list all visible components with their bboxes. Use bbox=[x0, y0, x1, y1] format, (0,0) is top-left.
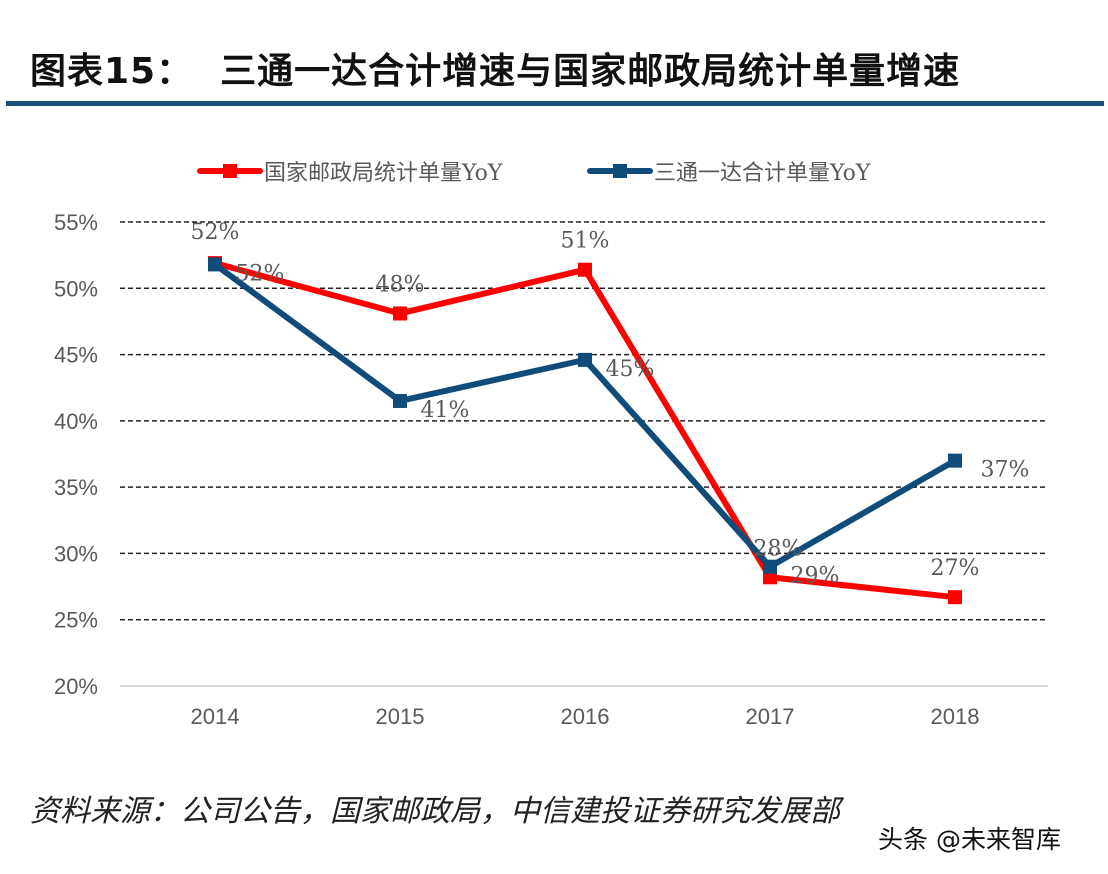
y-tick-label: 20% bbox=[54, 674, 98, 699]
data-label: 48% bbox=[376, 272, 425, 297]
y-tick-label: 25% bbox=[54, 608, 98, 633]
data-point bbox=[578, 262, 592, 277]
y-tick-label: 30% bbox=[54, 541, 98, 566]
page-title: 图表15： 三通一达合计增速与国家邮政局统计单量增速 bbox=[30, 51, 961, 92]
line-chart: 20% 25% 30% 35% 40% 45% 50% 55% 2014 2015 2016 2017… bbox=[54, 161, 1048, 729]
y-tick-label: 55% bbox=[54, 210, 98, 235]
data-label: 41% bbox=[421, 398, 470, 423]
data-point bbox=[763, 559, 777, 574]
legend-label: 三通一达合计单量YoY bbox=[654, 161, 871, 186]
legend-marker bbox=[223, 164, 237, 178]
data-label: 28% bbox=[754, 536, 803, 561]
x-tick-label: 2017 bbox=[746, 704, 795, 729]
y-tick-label: 40% bbox=[54, 409, 98, 434]
series-line bbox=[214, 260, 956, 601]
data-label: 51% bbox=[561, 229, 610, 254]
data-point bbox=[763, 570, 777, 585]
data-label: 37% bbox=[981, 458, 1030, 483]
data-point bbox=[948, 453, 962, 468]
legend-marker bbox=[613, 164, 627, 178]
data-point bbox=[393, 306, 407, 321]
data-label: 29% bbox=[791, 564, 840, 589]
legend-label: 国家邮政局统计单量YoY bbox=[264, 161, 503, 186]
x-tick-label: 2015 bbox=[376, 704, 425, 729]
x-tick-label: 2018 bbox=[931, 704, 980, 729]
data-point bbox=[393, 393, 407, 408]
data-label: 52% bbox=[236, 261, 285, 286]
data-label: 45% bbox=[606, 357, 655, 382]
watermark: 头条 @未来智库 bbox=[878, 825, 1061, 854]
title-divider bbox=[6, 101, 1104, 106]
series-line bbox=[213, 262, 957, 570]
data-label: 27% bbox=[931, 556, 980, 581]
data-point bbox=[578, 352, 592, 367]
data-label: 52% bbox=[191, 220, 240, 245]
data-point bbox=[208, 257, 222, 272]
y-tick-label: 45% bbox=[54, 343, 98, 368]
source-note: 资料来源：公司公告，国家邮政局，中信建投证券研究发展部 bbox=[30, 794, 840, 829]
y-tick-label: 35% bbox=[54, 475, 98, 500]
x-tick-label: 2014 bbox=[191, 704, 240, 729]
data-point bbox=[948, 590, 962, 605]
y-tick-label: 50% bbox=[54, 276, 98, 301]
x-tick-label: 2016 bbox=[561, 704, 610, 729]
